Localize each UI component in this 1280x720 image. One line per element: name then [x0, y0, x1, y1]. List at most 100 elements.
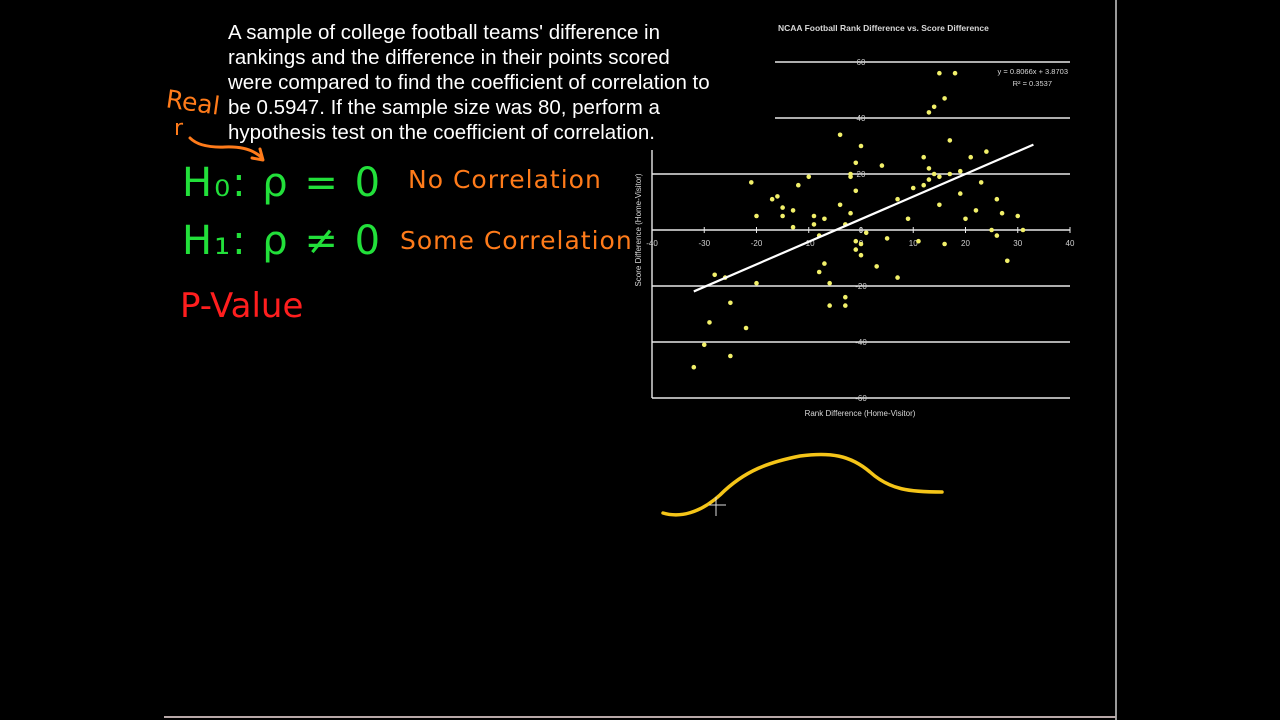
alternative-hypothesis-meaning: Some Correlation	[400, 226, 633, 255]
data-point	[837, 132, 843, 138]
data-point	[728, 300, 733, 306]
data-point	[827, 280, 832, 286]
data-point	[848, 210, 853, 216]
x-tick-label: -40	[646, 239, 658, 248]
chart-title: NCAA Football Rank Difference vs. Score …	[778, 23, 989, 33]
data-point	[691, 364, 697, 370]
data-point	[848, 171, 853, 177]
data-point	[984, 149, 989, 154]
data-point	[811, 213, 817, 219]
data-point	[822, 216, 827, 222]
null-hypothesis: H₀: ρ = 0	[182, 160, 383, 206]
r-label: r	[174, 116, 184, 141]
data-point	[816, 269, 822, 275]
data-point	[884, 236, 890, 241]
data-point	[921, 182, 926, 188]
data-point	[728, 353, 733, 359]
canvas-right-border	[1115, 0, 1117, 720]
data-point	[1005, 258, 1010, 264]
x-tick-label: -10	[803, 239, 815, 248]
problem-line: A sample of college football teams' diff…	[228, 21, 661, 44]
data-point	[910, 185, 916, 191]
data-point	[957, 191, 963, 196]
data-point	[754, 280, 759, 286]
data-point	[1020, 227, 1026, 233]
canvas-bottom-border	[164, 716, 1116, 718]
data-point	[921, 154, 926, 160]
data-point	[712, 272, 717, 278]
data-point	[853, 247, 859, 252]
data-point	[952, 70, 958, 76]
data-point	[822, 261, 827, 266]
problem-line: were compared to find the coefficient of…	[228, 71, 710, 94]
data-point	[957, 168, 963, 174]
data-point	[978, 180, 984, 185]
data-point	[947, 138, 953, 143]
x-tick-label: -30	[698, 239, 710, 248]
x-tick-label: 30	[1013, 239, 1022, 248]
data-point	[707, 320, 712, 325]
data-point	[853, 238, 859, 244]
data-point	[811, 222, 817, 227]
data-point	[853, 188, 859, 194]
data-point	[937, 202, 942, 208]
data-point	[790, 224, 796, 230]
x-tick-label: 40	[1066, 239, 1075, 248]
data-point	[989, 227, 994, 233]
x-axis-label: Rank Difference (Home-Visitor)	[805, 409, 916, 418]
data-point	[843, 294, 848, 300]
x-tick-label: 20	[961, 239, 970, 248]
y-tick-label: 60	[857, 58, 866, 67]
data-point	[942, 241, 947, 247]
null-hypothesis-meaning: No Correlation	[408, 165, 602, 194]
data-point	[769, 196, 775, 202]
data-point	[937, 174, 942, 180]
data-point	[942, 96, 947, 101]
data-point	[947, 171, 953, 177]
data-point	[874, 264, 879, 269]
data-point	[926, 177, 932, 182]
data-point	[973, 208, 979, 213]
alternative-hypothesis: H₁: ρ ≠ 0	[182, 218, 383, 264]
data-point	[790, 208, 796, 213]
data-point	[905, 216, 911, 222]
data-point	[853, 160, 859, 166]
data-point	[806, 174, 812, 180]
data-point	[837, 202, 843, 208]
data-point	[963, 216, 968, 222]
data-point	[926, 166, 932, 171]
y-tick-label: -40	[855, 338, 867, 347]
data-point	[937, 70, 942, 76]
data-point	[775, 194, 780, 199]
data-point	[895, 275, 900, 280]
data-point	[916, 238, 921, 244]
data-point	[926, 110, 932, 115]
trendline	[693, 143, 1034, 293]
y-tick-label: -60	[855, 394, 867, 403]
data-point	[858, 143, 864, 149]
data-point	[931, 104, 937, 110]
data-point	[1015, 213, 1021, 219]
x-tick-label: 10	[909, 239, 918, 248]
data-point	[968, 154, 974, 160]
y-tick-label: -20	[855, 282, 867, 291]
data-point	[879, 163, 885, 168]
problem-line: be 0.5947. If the sample size was 80, pe…	[228, 96, 660, 119]
data-point	[895, 196, 900, 202]
data-point	[843, 303, 848, 308]
data-point	[999, 210, 1005, 216]
trendline-r-squared: R² = 0.3537	[1013, 79, 1052, 88]
data-point	[863, 230, 869, 236]
data-point	[780, 213, 785, 219]
data-point	[780, 205, 785, 210]
data-point	[858, 252, 864, 258]
trendline-equation: y = 0.8066x + 3.8703	[998, 67, 1068, 76]
problem-line: rankings and the difference in their poi…	[228, 46, 670, 69]
problem-statement: A sample of college football teams' diff…	[228, 20, 788, 145]
x-tick-label: -20	[751, 239, 763, 248]
data-point	[931, 171, 937, 177]
data-point	[827, 303, 832, 308]
y-tick-label: 20	[857, 170, 866, 179]
